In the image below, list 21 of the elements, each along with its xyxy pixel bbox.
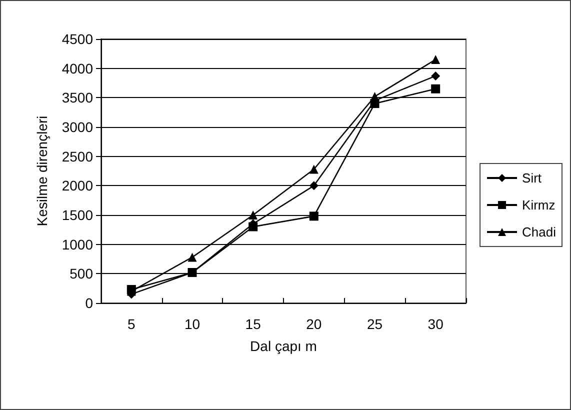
y-tick-label: 3000 xyxy=(62,119,94,135)
y-tick-label: 1500 xyxy=(62,207,94,223)
y-tick-label: 500 xyxy=(70,266,94,282)
legend-label: Chadi xyxy=(522,224,556,240)
x-tick-label: 25 xyxy=(366,316,383,332)
x-tick-label: 15 xyxy=(245,316,262,332)
y-tick-label: 0 xyxy=(85,295,94,311)
y-axis-title: Kesilme dirençleri xyxy=(34,116,50,226)
y-tick-label: 2000 xyxy=(62,178,94,194)
y-tick-label: 2500 xyxy=(62,148,94,164)
y-tick-label: 1000 xyxy=(62,236,94,252)
x-tick-label: 5 xyxy=(128,316,136,332)
x-tick-label: 20 xyxy=(306,316,322,332)
x-axis-title: Dal çapı m xyxy=(250,338,317,354)
y-tick-label: 4500 xyxy=(62,31,94,47)
x-tick-label: 30 xyxy=(428,316,444,332)
legend-label: Kirmz xyxy=(522,198,556,212)
y-tick-label: 4000 xyxy=(62,60,94,76)
legend-label: Sirt xyxy=(522,170,542,186)
x-tick-label: 10 xyxy=(184,316,200,332)
y-tick-label: 3500 xyxy=(62,90,94,106)
